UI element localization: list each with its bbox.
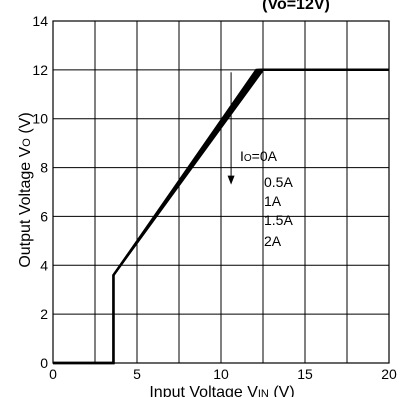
x-tick-label: 0 [49, 366, 57, 382]
legend-arrow-head [227, 175, 235, 185]
x-tick-label: 20 [381, 366, 397, 382]
y-tick-label: 12 [32, 62, 48, 78]
y-tick-label: 10 [32, 111, 48, 127]
series-group [53, 68, 389, 365]
legend: IO=0A 0.5A 1A 1.5A 2A [227, 72, 293, 249]
chart-title: (Vo=12V) [262, 0, 330, 13]
tick-labels: 0 5 10 15 20 0 2 4 6 8 10 12 14 [32, 13, 397, 382]
grid [53, 21, 389, 363]
legend-entry: 1.5A [264, 212, 293, 228]
y-tick-label: 2 [40, 306, 48, 322]
legend-entry: IO=0A [240, 148, 278, 164]
plot-frame [52, 20, 390, 364]
y-tick-label: 0 [40, 355, 48, 371]
x-tick-label: 5 [133, 366, 141, 382]
y-tick-label: 6 [40, 208, 48, 224]
legend-entry: 2A [264, 233, 282, 249]
y-axis-title: Output Voltage VO (V) [17, 112, 34, 267]
y-tick-label: 8 [40, 160, 48, 176]
legend-entry: 0.5A [264, 174, 293, 190]
x-tick-label: 10 [213, 366, 229, 382]
legend-entry: 1A [264, 193, 282, 209]
x-axis-title: Input Voltage VIN (V) [149, 384, 294, 397]
y-tick-label: 4 [40, 257, 48, 273]
x-tick-label: 15 [297, 366, 313, 382]
series-line [53, 68, 389, 365]
y-tick-label: 14 [32, 13, 48, 29]
